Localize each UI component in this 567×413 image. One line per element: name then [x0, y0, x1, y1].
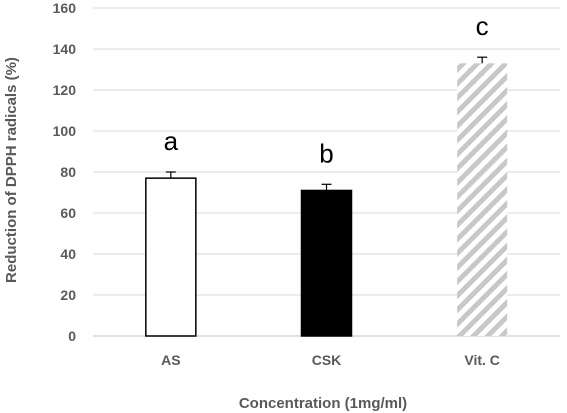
significance-labels: a b c [164, 11, 489, 168]
bars [145, 63, 508, 337]
significance-label: a [164, 126, 179, 156]
bar-as [145, 177, 197, 337]
x-tick-label: CSK [312, 352, 342, 368]
y-axis-title: Reduction of DPPH radicals (%) [3, 57, 20, 283]
y-tick-labels: 0 20 40 60 80 100 120 140 160 [53, 0, 77, 344]
y-tick-label: 120 [53, 82, 77, 98]
y-tick-label: 60 [60, 205, 76, 221]
category-labels: AS CSK Vit. C [161, 352, 500, 368]
y-tick-label: 100 [53, 123, 77, 139]
significance-label: b [319, 138, 333, 168]
significance-label: c [476, 11, 489, 41]
x-tick-label: AS [161, 352, 180, 368]
error-bars [165, 56, 488, 191]
y-tick-label: 20 [60, 287, 76, 303]
bar-csk [300, 189, 353, 337]
y-tick-label: 160 [53, 0, 77, 16]
x-tick-label: Vit. C [464, 352, 500, 368]
y-tick-label: 0 [68, 328, 76, 344]
y-tick-label: 80 [60, 164, 76, 180]
bar-vit-c [457, 63, 508, 336]
y-tick-label: 140 [53, 41, 77, 57]
x-axis-title: Concentration (1mg/ml) [239, 395, 407, 412]
y-tick-label: 40 [60, 246, 76, 262]
